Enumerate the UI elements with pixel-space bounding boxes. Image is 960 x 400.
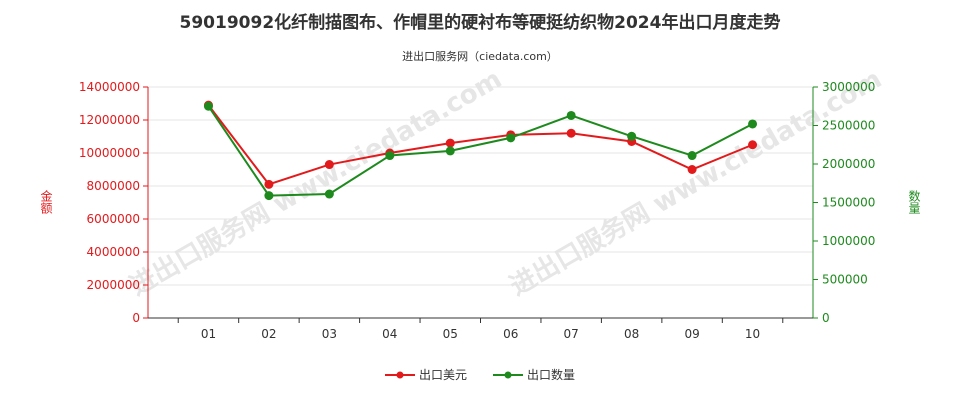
- legend-swatch-quantity: [493, 371, 523, 378]
- legend-swatch-value: [384, 371, 415, 378]
- x-tick-label: 10: [745, 327, 760, 341]
- legend-label-value: 出口美元: [418, 368, 467, 382]
- data-point-1: [566, 110, 576, 120]
- x-tick-label: 06: [503, 327, 518, 341]
- data-point-0: [566, 128, 576, 138]
- watermark-text-1: 进出口服务网 www.ciedata.com: [505, 64, 887, 302]
- y-axis-right-title: 数量: [907, 190, 921, 214]
- y-left-tick-label: 4000000: [87, 245, 140, 259]
- y-left-tick-label: 2000000: [87, 278, 140, 292]
- x-tick-label: 05: [443, 327, 458, 341]
- legend: 出口美元 出口数量: [0, 366, 960, 383]
- data-point-0: [264, 179, 274, 189]
- data-point-1: [506, 133, 516, 143]
- x-tick-label: 08: [624, 327, 639, 341]
- y-right-tick-label: 1000000: [822, 234, 875, 248]
- y-left-tick-label: 10000000: [79, 146, 140, 160]
- x-tick-label: 01: [201, 327, 216, 341]
- axes: 0200000040000006000000800000010000000120…: [79, 80, 876, 341]
- data-point-0: [324, 160, 334, 170]
- chart-subtitle: 进出口服务网（ciedata.com）: [402, 50, 558, 63]
- data-point-0: [445, 138, 455, 148]
- y-left-tick-label: 6000000: [87, 212, 140, 226]
- series-line-0: [207, 104, 753, 186]
- data-point-1: [445, 146, 455, 156]
- y-left-tick-label: 12000000: [79, 113, 140, 127]
- watermark-text-0: 进出口服务网 www.ciedata.com: [125, 64, 507, 302]
- data-point-1: [203, 101, 213, 111]
- series: [203, 100, 758, 201]
- x-tick-label: 07: [564, 327, 579, 341]
- x-tick-label: 09: [684, 327, 699, 341]
- legend-item-value[interactable]: 出口美元: [384, 366, 467, 383]
- y-right-tick-label: 2500000: [822, 119, 875, 133]
- chart-title: 59019092化纤制描图布、作帽里的硬衬布等硬挺纺织物2024年出口月度走势: [179, 13, 781, 33]
- y-right-tick-label: 3000000: [822, 80, 875, 94]
- y-right-tick-label: 500000: [822, 273, 868, 287]
- y-axis-left-title: 金额: [39, 190, 53, 214]
- y-right-tick-label: 1500000: [822, 196, 875, 210]
- x-tick-label: 02: [261, 327, 276, 341]
- data-point-1: [385, 151, 395, 161]
- data-point-0: [687, 165, 697, 174]
- data-point-1: [687, 151, 697, 161]
- legend-item-quantity[interactable]: 出口数量: [493, 366, 575, 383]
- data-point-1: [264, 191, 274, 201]
- y-right-tick-label: 0: [822, 311, 830, 325]
- x-tick-label: 03: [322, 327, 337, 341]
- data-point-1: [627, 131, 637, 141]
- data-point-0: [748, 140, 758, 150]
- series-line-1: [207, 105, 754, 197]
- y-left-tick-label: 0: [132, 311, 140, 325]
- data-point-1: [748, 119, 758, 129]
- data-point-1: [324, 189, 334, 199]
- gridlines: [148, 86, 813, 319]
- y-left-tick-label: 14000000: [79, 80, 140, 94]
- legend-label-quantity: 出口数量: [527, 368, 576, 382]
- y-right-tick-label: 2000000: [822, 157, 875, 171]
- x-tick-label: 04: [382, 327, 397, 341]
- y-left-tick-label: 8000000: [87, 179, 140, 193]
